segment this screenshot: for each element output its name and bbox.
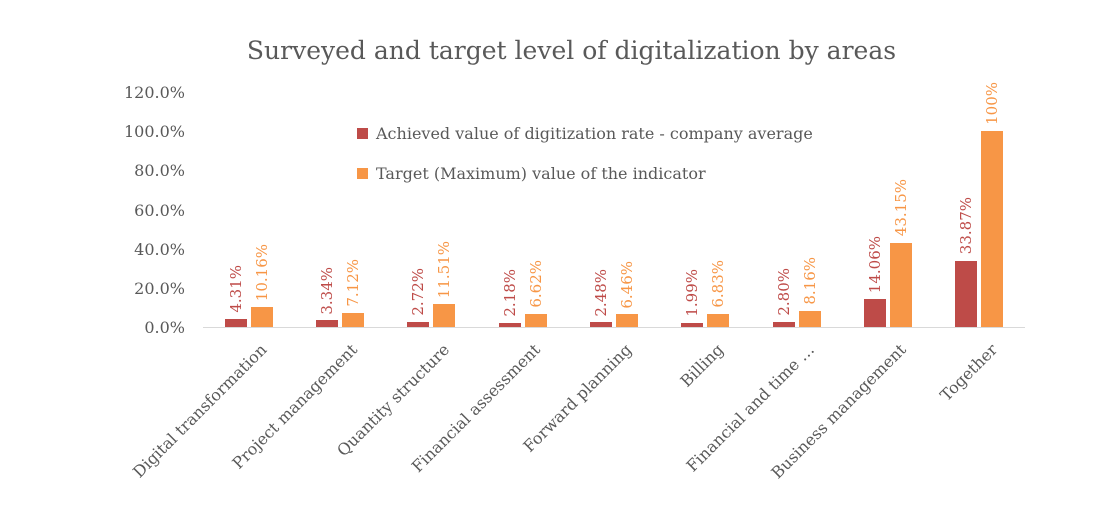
bar-value-label: 6.62% bbox=[526, 260, 545, 309]
bar-value-label: 10.16% bbox=[252, 243, 271, 302]
bar-achieved bbox=[864, 299, 886, 327]
y-tick-label: 20.0% bbox=[134, 278, 185, 298]
x-axis: Digital transformation Project management… bbox=[0, 340, 1098, 509]
bar-achieved bbox=[407, 321, 430, 327]
bar-value-label: 33.87% bbox=[957, 197, 976, 255]
bar-value-label: 8.16% bbox=[800, 257, 819, 306]
legend-swatch bbox=[357, 128, 368, 139]
bar-achieved bbox=[498, 322, 521, 327]
bar-value-label: 2.80% bbox=[774, 267, 793, 316]
bar-achieved bbox=[681, 323, 704, 327]
bar-target bbox=[433, 304, 456, 327]
bar-target bbox=[616, 314, 638, 327]
legend-item: Target (Maximum) value of the indicator bbox=[357, 163, 813, 184]
y-tick-label: 0.0% bbox=[144, 318, 185, 337]
bar-value-label: 2.72% bbox=[409, 268, 428, 316]
legend-label: Target (Maximum) value of the indicator bbox=[376, 164, 706, 183]
bar-achieved bbox=[316, 320, 338, 327]
legend-label: Achieved value of digitization rate - co… bbox=[376, 124, 813, 143]
bar-value-label: 14.06% bbox=[866, 236, 884, 294]
bar-value-label: 1.99% bbox=[683, 269, 702, 318]
legend-swatch bbox=[357, 168, 368, 179]
chart-title: Surveyed and target level of digitalizat… bbox=[246, 36, 897, 65]
y-tick-label: 120.0% bbox=[123, 83, 185, 102]
plot-area: 4.31% 10.16% 3.34% 7.12% 2.72% 11.51% 2.18% 6.6… bbox=[203, 82, 1025, 328]
x-category-label: Billing bbox=[676, 340, 727, 391]
bar-achieved bbox=[224, 318, 247, 327]
bar-value-label: 2.18% bbox=[500, 269, 519, 317]
legend: Achieved value of digitization rate - co… bbox=[357, 123, 813, 203]
bar-value-label: 2.48% bbox=[592, 268, 610, 317]
bar-value-label: 11.51% bbox=[435, 241, 454, 299]
bar-target bbox=[707, 313, 730, 327]
bar-value-label: 100% bbox=[983, 82, 1002, 126]
bar-target bbox=[890, 242, 912, 327]
legend-item: Achieved value of digitization rate - co… bbox=[357, 123, 813, 144]
y-tick-label: 80.0% bbox=[134, 161, 185, 181]
bar-target bbox=[798, 311, 821, 327]
bar-achieved bbox=[955, 260, 978, 327]
x-category-label: Together bbox=[935, 340, 1001, 405]
bar-value-label: 43.15% bbox=[892, 179, 910, 237]
bar-achieved bbox=[772, 321, 795, 327]
bar-target bbox=[342, 313, 364, 327]
y-tick-label: 40.0% bbox=[134, 239, 185, 259]
bar-value-label: 6.46% bbox=[618, 260, 636, 309]
bar-value-label: 6.83% bbox=[709, 259, 728, 308]
bar-value-label: 3.34% bbox=[318, 266, 336, 315]
bar-achieved bbox=[590, 322, 612, 327]
bar-target bbox=[250, 307, 273, 327]
bar-value-label: 7.12% bbox=[344, 259, 362, 308]
bar-value-label: 4.31% bbox=[226, 264, 245, 313]
y-tick-label: 100.0% bbox=[123, 122, 185, 142]
bar-target bbox=[524, 314, 547, 327]
bar-target bbox=[981, 131, 1004, 327]
y-tick-label: 60.0% bbox=[134, 200, 185, 220]
